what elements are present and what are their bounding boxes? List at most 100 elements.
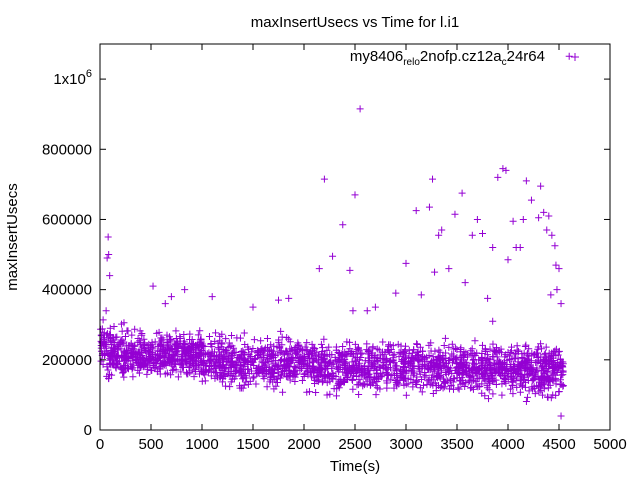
data-point [301, 369, 309, 377]
data-point [138, 343, 146, 351]
data-point [211, 337, 219, 345]
data-point [466, 384, 474, 392]
data-point [230, 348, 238, 356]
data-point [359, 370, 367, 378]
data-point [441, 334, 449, 342]
data-point [267, 372, 275, 380]
data-point [409, 371, 417, 379]
data-point [532, 366, 540, 374]
data-point [429, 353, 437, 361]
data-point [547, 291, 555, 299]
data-point [485, 379, 493, 387]
data-point [149, 282, 157, 290]
data-point [410, 346, 418, 354]
data-point [429, 389, 437, 397]
data-point [355, 390, 363, 398]
data-point [195, 361, 203, 369]
data-point [281, 370, 289, 378]
data-point [418, 388, 426, 396]
data-point [536, 383, 544, 391]
data-point [225, 339, 233, 347]
y-tick-label: 800000 [42, 141, 92, 158]
data-point [131, 325, 139, 333]
data-point [343, 373, 351, 381]
data-point [131, 341, 139, 349]
data-point [317, 340, 325, 348]
data-point [482, 348, 490, 356]
y-tick-label: 200000 [42, 352, 92, 369]
data-point [519, 359, 527, 367]
data-point [181, 356, 189, 364]
data-point [366, 367, 374, 375]
data-point [517, 360, 525, 368]
data-point [396, 376, 404, 384]
data-point [440, 341, 448, 349]
data-point [207, 355, 215, 363]
data-point [114, 359, 122, 367]
data-point [270, 347, 278, 355]
data-point [300, 373, 308, 381]
data-point [451, 210, 459, 218]
data-point [308, 349, 316, 357]
data-point [190, 355, 198, 363]
data-point [185, 345, 193, 353]
data-point [473, 365, 481, 373]
data-point [136, 358, 144, 366]
data-point [381, 350, 389, 358]
data-point [210, 365, 218, 373]
data-point [522, 397, 530, 405]
data-point [370, 360, 378, 368]
data-point [176, 340, 184, 348]
data-point [552, 374, 560, 382]
data-point [547, 394, 555, 402]
data-point [321, 372, 329, 380]
data-point [427, 347, 435, 355]
data-point [446, 366, 454, 374]
data-point [438, 356, 446, 364]
data-point [287, 359, 295, 367]
data-point [414, 348, 422, 356]
data-point [270, 368, 278, 376]
data-point [513, 383, 521, 391]
data-point [336, 381, 344, 389]
x-tick-label: 2000 [287, 436, 320, 453]
data-point [527, 196, 535, 204]
data-point [323, 391, 331, 399]
data-point [291, 367, 299, 375]
data-point [485, 358, 493, 366]
data-point [527, 369, 535, 377]
data-point [317, 368, 325, 376]
data-point [379, 338, 387, 346]
y-tick-label: 1x106 [53, 68, 92, 88]
data-point [291, 377, 299, 385]
data-point [180, 331, 188, 339]
data-point [172, 327, 180, 335]
data-point [372, 357, 380, 365]
data-point [309, 367, 317, 375]
data-point [177, 368, 185, 376]
data-point [286, 376, 294, 384]
data-point [543, 393, 551, 401]
data-point [275, 361, 283, 369]
data-point [401, 347, 409, 355]
data-point [109, 334, 117, 342]
data-point [335, 378, 343, 386]
data-point [555, 388, 563, 396]
data-point [151, 338, 159, 346]
data-point [300, 361, 308, 369]
y-tick-label: 0 [84, 422, 92, 439]
data-point [124, 357, 132, 365]
data-point [397, 349, 405, 357]
data-point [519, 382, 527, 390]
data-point [363, 307, 371, 315]
data-point [337, 379, 345, 387]
x-tick-label: 0 [96, 436, 104, 453]
data-point [291, 364, 299, 372]
data-point [400, 358, 408, 366]
data-point [319, 377, 327, 385]
data-point [442, 369, 450, 377]
data-point [535, 214, 543, 222]
data-point [128, 331, 136, 339]
data-point [108, 371, 116, 379]
